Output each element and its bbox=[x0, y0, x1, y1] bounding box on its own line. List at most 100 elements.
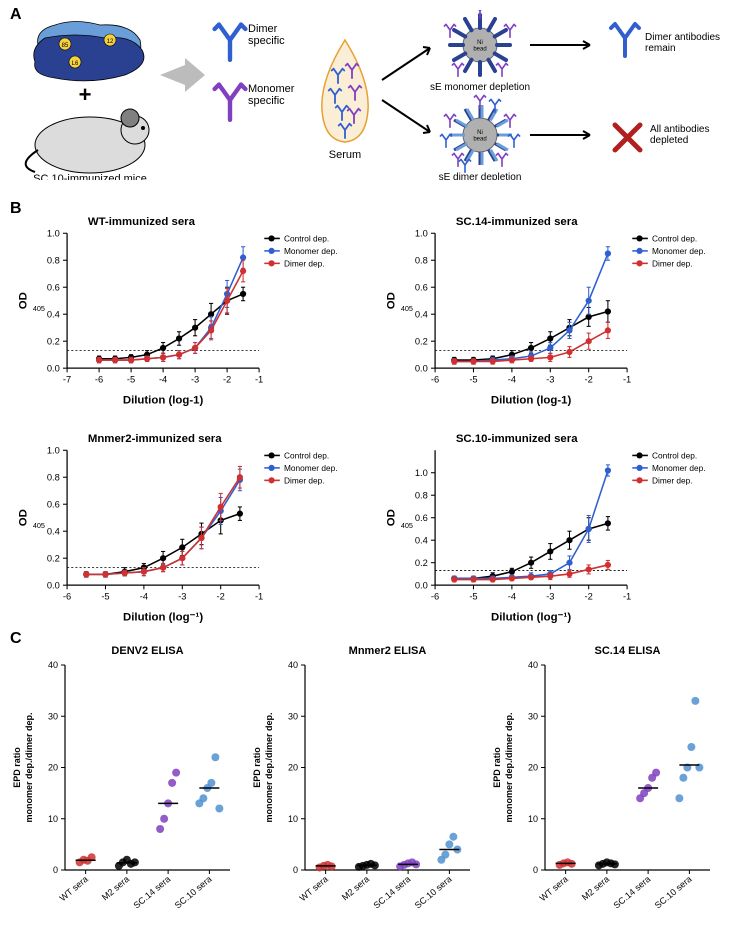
svg-text:L6: L6 bbox=[72, 61, 79, 67]
svg-text:-7: -7 bbox=[63, 375, 71, 385]
svg-text:Dilution (log-1): Dilution (log-1) bbox=[490, 394, 571, 406]
svg-text:1.0: 1.0 bbox=[47, 446, 60, 456]
svg-text:+: + bbox=[79, 82, 92, 107]
svg-text:20: 20 bbox=[288, 763, 298, 773]
svg-text:20: 20 bbox=[528, 763, 538, 773]
svg-text:0.0: 0.0 bbox=[414, 363, 427, 373]
svg-text:-1: -1 bbox=[255, 375, 263, 385]
svg-text:30: 30 bbox=[528, 711, 538, 721]
svg-text:0.6: 0.6 bbox=[414, 282, 427, 292]
svg-text:405: 405 bbox=[400, 304, 412, 313]
svg-text:Control dep.: Control dep. bbox=[284, 451, 329, 461]
svg-text:30: 30 bbox=[48, 711, 58, 721]
svg-text:85: 85 bbox=[62, 43, 69, 49]
svg-text:0.2: 0.2 bbox=[47, 553, 60, 563]
scatter-mnmer2: 010203040WT seraM2 seraSC.14 seraSC.10 s… bbox=[250, 640, 480, 940]
svg-text:Monomer dep.: Monomer dep. bbox=[284, 463, 338, 473]
svg-text:Mnmer2 ELISA: Mnmer2 ELISA bbox=[349, 645, 427, 657]
svg-text:10: 10 bbox=[528, 814, 538, 824]
svg-text:Dilution (log⁻¹): Dilution (log⁻¹) bbox=[123, 612, 203, 624]
svg-text:0: 0 bbox=[533, 865, 538, 875]
svg-text:0.0: 0.0 bbox=[47, 363, 60, 373]
svg-text:40: 40 bbox=[288, 660, 298, 670]
svg-text:Control dep.: Control dep. bbox=[284, 234, 329, 244]
svg-text:0.8: 0.8 bbox=[414, 255, 427, 265]
svg-text:0.6: 0.6 bbox=[47, 282, 60, 292]
svg-text:Mnmer2-immunized sera: Mnmer2-immunized sera bbox=[88, 433, 222, 445]
svg-text:All antibodiesdepleted: All antibodiesdepleted bbox=[650, 124, 709, 146]
svg-text:WT sera: WT sera bbox=[298, 874, 330, 903]
chart-sc10: -6-5-4-3-2-10.00.20.40.60.81.0Dilution (… bbox=[378, 427, 721, 629]
svg-text:10: 10 bbox=[48, 814, 58, 824]
svg-text:12: 12 bbox=[107, 39, 114, 45]
svg-text:0.4: 0.4 bbox=[414, 536, 427, 546]
svg-text:SC.10 sera: SC.10 sera bbox=[653, 874, 694, 911]
svg-text:Dimer dep.: Dimer dep. bbox=[652, 476, 693, 486]
svg-text:SC.14 ELISA: SC.14 ELISA bbox=[594, 645, 660, 657]
svg-text:Dimerspecific: Dimerspecific bbox=[248, 23, 285, 47]
svg-text:SC.10 sera: SC.10 sera bbox=[413, 874, 454, 911]
svg-text:-5: -5 bbox=[101, 592, 109, 602]
svg-text:-3: -3 bbox=[546, 592, 554, 602]
svg-text:-2: -2 bbox=[584, 375, 592, 385]
svg-text:WT-immunized sera: WT-immunized sera bbox=[88, 216, 196, 228]
svg-text:monomer dep./dimer dep.: monomer dep./dimer dep. bbox=[24, 712, 34, 822]
svg-text:-3: -3 bbox=[178, 592, 186, 602]
svg-text:EPD ratio: EPD ratio bbox=[492, 747, 502, 788]
panel-a-schematic: 85 12 L6 + SC.10-immunized mice Dimerspecific… bbox=[10, 10, 720, 180]
svg-text:0.2: 0.2 bbox=[414, 336, 427, 346]
svg-text:Dilution (log-1): Dilution (log-1) bbox=[123, 394, 204, 406]
svg-text:Dimer antibodiesremain: Dimer antibodiesremain bbox=[645, 32, 720, 54]
svg-text:-3: -3 bbox=[546, 375, 554, 385]
svg-text:Monomer dep.: Monomer dep. bbox=[652, 463, 706, 473]
svg-text:-3: -3 bbox=[191, 375, 199, 385]
svg-text:40: 40 bbox=[48, 660, 58, 670]
svg-text:Monomerspecific: Monomerspecific bbox=[248, 83, 295, 107]
chart-mnmer2: -6-5-4-3-2-10.00.20.40.60.81.0Dilution (… bbox=[10, 427, 353, 629]
svg-text:WT sera: WT sera bbox=[58, 874, 90, 903]
svg-text:-5: -5 bbox=[127, 375, 135, 385]
svg-text:0.2: 0.2 bbox=[414, 558, 427, 568]
svg-text:-4: -4 bbox=[140, 592, 148, 602]
svg-text:monomer dep./dimer dep.: monomer dep./dimer dep. bbox=[504, 712, 514, 822]
svg-text:-1: -1 bbox=[622, 592, 630, 602]
svg-text:20: 20 bbox=[48, 763, 58, 773]
svg-text:Dimer dep.: Dimer dep. bbox=[652, 258, 693, 268]
svg-text:M2 sera: M2 sera bbox=[340, 874, 371, 903]
scatter-denv2: 010203040WT seraM2 seraSC.14 seraSC.10 s… bbox=[10, 640, 240, 940]
svg-text:-6: -6 bbox=[430, 592, 438, 602]
chart-sc14: -6-5-4-3-2-10.00.20.40.60.81.0Dilution (… bbox=[378, 210, 721, 412]
svg-text:0.8: 0.8 bbox=[47, 473, 60, 483]
scatter-sc14: 010203040WT seraM2 seraSC.14 seraSC.10 s… bbox=[490, 640, 720, 940]
svg-text:OD: OD bbox=[18, 509, 30, 526]
svg-text:SC.10-immunized mice: SC.10-immunized mice bbox=[33, 173, 147, 180]
svg-text:-5: -5 bbox=[469, 375, 477, 385]
svg-text:-4: -4 bbox=[159, 375, 167, 385]
svg-text:-1: -1 bbox=[255, 592, 263, 602]
svg-text:0.4: 0.4 bbox=[414, 309, 427, 319]
svg-text:0: 0 bbox=[293, 865, 298, 875]
svg-text:405: 405 bbox=[33, 304, 45, 313]
svg-text:-6: -6 bbox=[63, 592, 71, 602]
svg-text:SC.14-immunized sera: SC.14-immunized sera bbox=[455, 216, 577, 228]
svg-text:10: 10 bbox=[288, 814, 298, 824]
svg-text:OD: OD bbox=[385, 509, 397, 526]
svg-text:1.0: 1.0 bbox=[414, 228, 427, 238]
panel-c-scatters: 010203040WT seraM2 seraSC.14 seraSC.10 s… bbox=[10, 640, 720, 940]
svg-text:0.2: 0.2 bbox=[47, 336, 60, 346]
svg-text:Control dep.: Control dep. bbox=[652, 451, 697, 461]
svg-text:OD: OD bbox=[385, 292, 397, 309]
svg-text:-6: -6 bbox=[430, 375, 438, 385]
svg-text:30: 30 bbox=[288, 711, 298, 721]
svg-text:-5: -5 bbox=[469, 592, 477, 602]
svg-text:Monomer dep.: Monomer dep. bbox=[284, 246, 338, 256]
svg-text:-2: -2 bbox=[217, 592, 225, 602]
svg-text:sE dimer depletion: sE dimer depletion bbox=[439, 172, 522, 180]
svg-text:monomer dep./dimer dep.: monomer dep./dimer dep. bbox=[264, 712, 274, 822]
svg-text:0.4: 0.4 bbox=[47, 309, 60, 319]
svg-text:0: 0 bbox=[53, 865, 58, 875]
svg-text:WT sera: WT sera bbox=[538, 874, 570, 903]
svg-text:SC.14 sera: SC.14 sera bbox=[611, 874, 652, 911]
svg-text:M2 sera: M2 sera bbox=[100, 874, 131, 903]
svg-text:EPD ratio: EPD ratio bbox=[12, 747, 22, 788]
